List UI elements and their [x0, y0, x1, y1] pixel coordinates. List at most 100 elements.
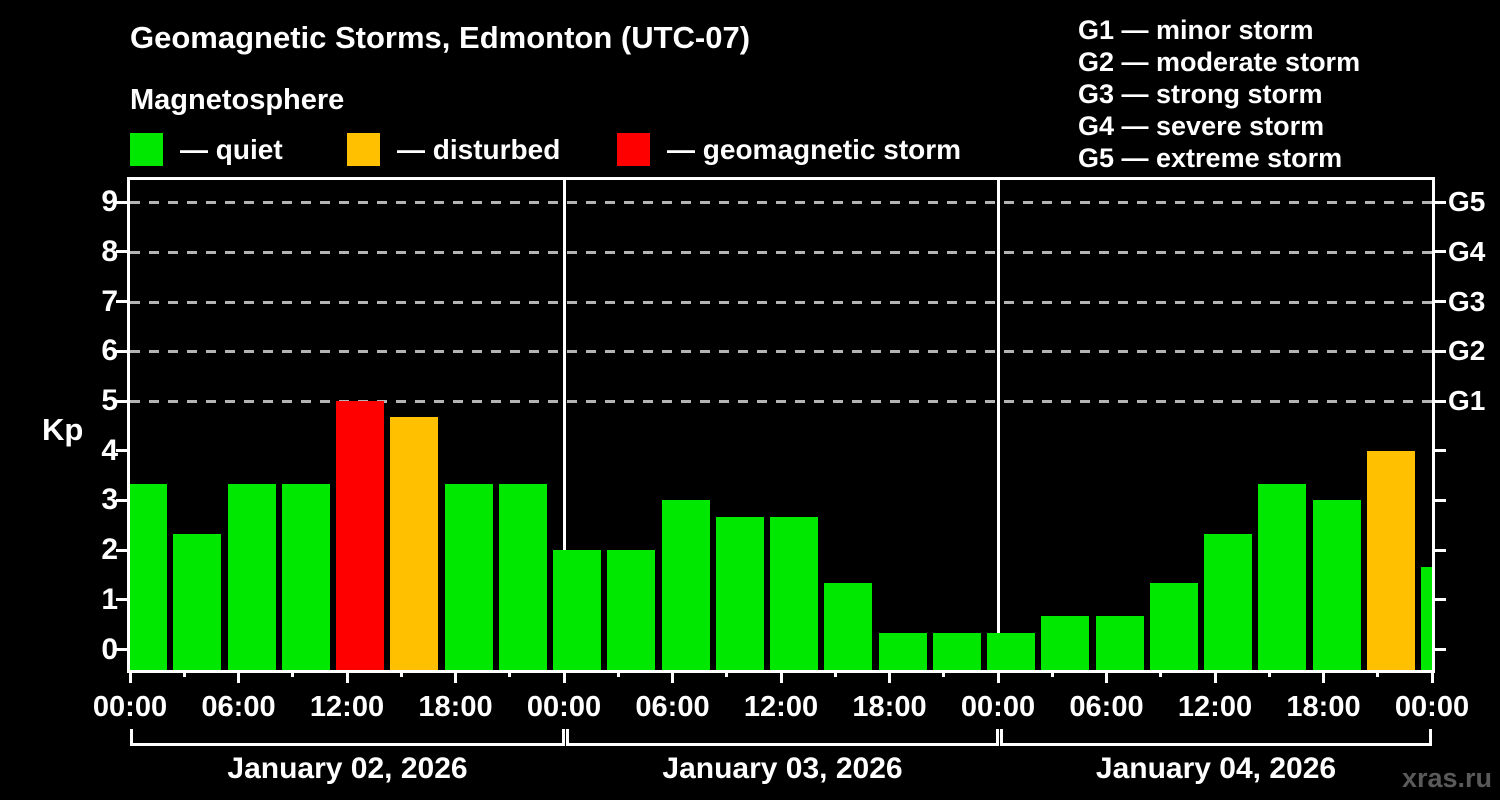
- g-axis-label: G1: [1448, 385, 1486, 416]
- g-axis-label: G4: [1448, 235, 1486, 267]
- y-axis-tick: [116, 300, 130, 304]
- y-axis-label: 8: [101, 234, 118, 268]
- x-axis-minor-tick: [833, 670, 837, 677]
- day-bracket: [1000, 729, 1432, 746]
- kp-bar: [1258, 484, 1307, 670]
- legend-item-storm: — geomagnetic storm: [617, 132, 1037, 166]
- y-axis-tick-right: [1432, 648, 1446, 651]
- kp-bar: [498, 484, 547, 670]
- y-axis-tick: [116, 548, 130, 552]
- status-legend: — quiet — disturbed — geomagnetic storm: [0, 132, 1500, 168]
- x-axis-minor-tick: [182, 670, 186, 677]
- day-bracket: [130, 729, 565, 746]
- kp-bar: [281, 484, 330, 670]
- y-axis-tick: [116, 200, 130, 204]
- gridline-kp5: [130, 400, 1432, 403]
- kp-bar: [1366, 450, 1415, 670]
- kp-bar: [227, 484, 276, 670]
- x-axis-time-label: 18:00: [418, 691, 493, 723]
- gridline-kp8: [130, 250, 1432, 254]
- kp-bar: [1149, 583, 1198, 670]
- x-axis-minor-tick: [1267, 670, 1271, 677]
- g-scale-legend: G1 — minor storm G2 — moderate storm G3 …: [1078, 14, 1478, 174]
- x-axis-minor-tick: [1376, 670, 1380, 677]
- x-axis-minor-tick: [291, 670, 295, 677]
- g-axis-label: G2: [1448, 335, 1486, 367]
- y-axis-tick-right: [1432, 449, 1446, 453]
- x-axis-minor-tick: [616, 670, 620, 677]
- x-axis-major-tick: [779, 670, 783, 683]
- x-axis-major-tick: [237, 670, 240, 683]
- x-axis-major-tick: [345, 670, 349, 683]
- y-axis-tick-right: [1432, 399, 1446, 403]
- x-axis-major-tick: [454, 670, 457, 683]
- y-axis-tick-right: [1432, 498, 1446, 502]
- x-axis-major-tick: [1105, 670, 1108, 683]
- kp-bar: [715, 516, 764, 670]
- x-axis-time-label: 06:00: [201, 691, 276, 723]
- kp-bar: [390, 417, 439, 670]
- kp-bar: [1095, 616, 1144, 670]
- y-axis-tick-right: [1432, 300, 1446, 304]
- kp-bar: [1041, 616, 1090, 670]
- kp-bar: [770, 516, 818, 670]
- x-axis-minor-tick: [508, 670, 512, 677]
- x-axis-minor-tick: [725, 670, 729, 677]
- x-axis-time-label: 00:00: [1394, 691, 1470, 723]
- gridline-kp6: [130, 350, 1432, 354]
- y-axis-label: 6: [101, 334, 118, 368]
- x-axis-time-label: 12:00: [743, 691, 819, 723]
- x-axis-major-tick: [1322, 670, 1325, 683]
- g-scale-item: G4 — severe storm: [1078, 111, 1325, 141]
- kp-bar: [607, 550, 656, 670]
- kp-bar: [336, 401, 384, 670]
- legend-item-quiet: — quiet: [130, 132, 550, 166]
- y-axis-tick-right: [1432, 250, 1446, 254]
- x-axis-time-label: 18:00: [852, 691, 927, 723]
- chart-title: Geomagnetic Storms, Edmonton (UTC-07): [130, 20, 751, 55]
- x-axis-major-tick: [562, 670, 566, 683]
- x-axis-time-label: 00:00: [92, 691, 168, 723]
- y-axis-label: 5: [101, 384, 118, 417]
- g-axis-label: G3: [1448, 285, 1486, 317]
- disturbed-color-swatch: [347, 133, 380, 166]
- y-axis-tick-right: [1432, 598, 1446, 602]
- legend-label: — quiet: [180, 134, 283, 165]
- kp-bar: [661, 500, 710, 670]
- legend-item-disturbed: — disturbed: [347, 132, 767, 166]
- g-scale-item: G5 — extreme storm: [1078, 143, 1343, 173]
- x-axis-major-tick: [128, 670, 132, 683]
- watermark: xras.ru: [1401, 763, 1492, 793]
- kp-bar: [878, 633, 927, 670]
- y-axis-label: 9: [101, 185, 118, 219]
- kp-bar: [1204, 533, 1252, 670]
- storm-color-swatch: [617, 133, 650, 166]
- x-axis-minor-tick: [942, 670, 946, 677]
- x-axis-time-label: 00:00: [526, 691, 602, 723]
- x-axis-minor-tick: [1159, 670, 1163, 677]
- legend-label: — geomagnetic storm: [667, 134, 962, 165]
- date-label: January 03, 2026: [662, 752, 903, 785]
- day-bracket: [566, 729, 999, 746]
- kp-bar: [130, 484, 167, 670]
- x-axis-minor-tick: [1050, 670, 1054, 677]
- x-axis-time-label: 12:00: [309, 691, 385, 723]
- y-axis-tick: [116, 598, 130, 602]
- x-axis-time-label: 12:00: [1177, 691, 1253, 723]
- x-axis-time-label: 18:00: [1286, 691, 1361, 723]
- kp-bar-chart-plot-area: [127, 177, 1435, 673]
- day-separator-line: [996, 180, 1000, 670]
- x-axis-time-label: 06:00: [635, 691, 710, 723]
- x-axis-time-label: 06:00: [1069, 691, 1144, 723]
- y-axis-label: 7: [101, 284, 118, 318]
- kp-bar: [444, 484, 493, 670]
- kp-bar: [1421, 566, 1432, 670]
- kp-bar: [987, 633, 1035, 670]
- g-scale-item: G3 — strong storm: [1078, 79, 1323, 109]
- kp-bar: [1312, 500, 1361, 670]
- chart-subtitle: Magnetosphere: [130, 84, 345, 116]
- y-axis-tick: [116, 648, 130, 651]
- y-axis-tick-right: [1432, 349, 1446, 353]
- g-scale-item: G2 — moderate storm: [1078, 47, 1361, 77]
- gridline-kp9: [130, 201, 1432, 205]
